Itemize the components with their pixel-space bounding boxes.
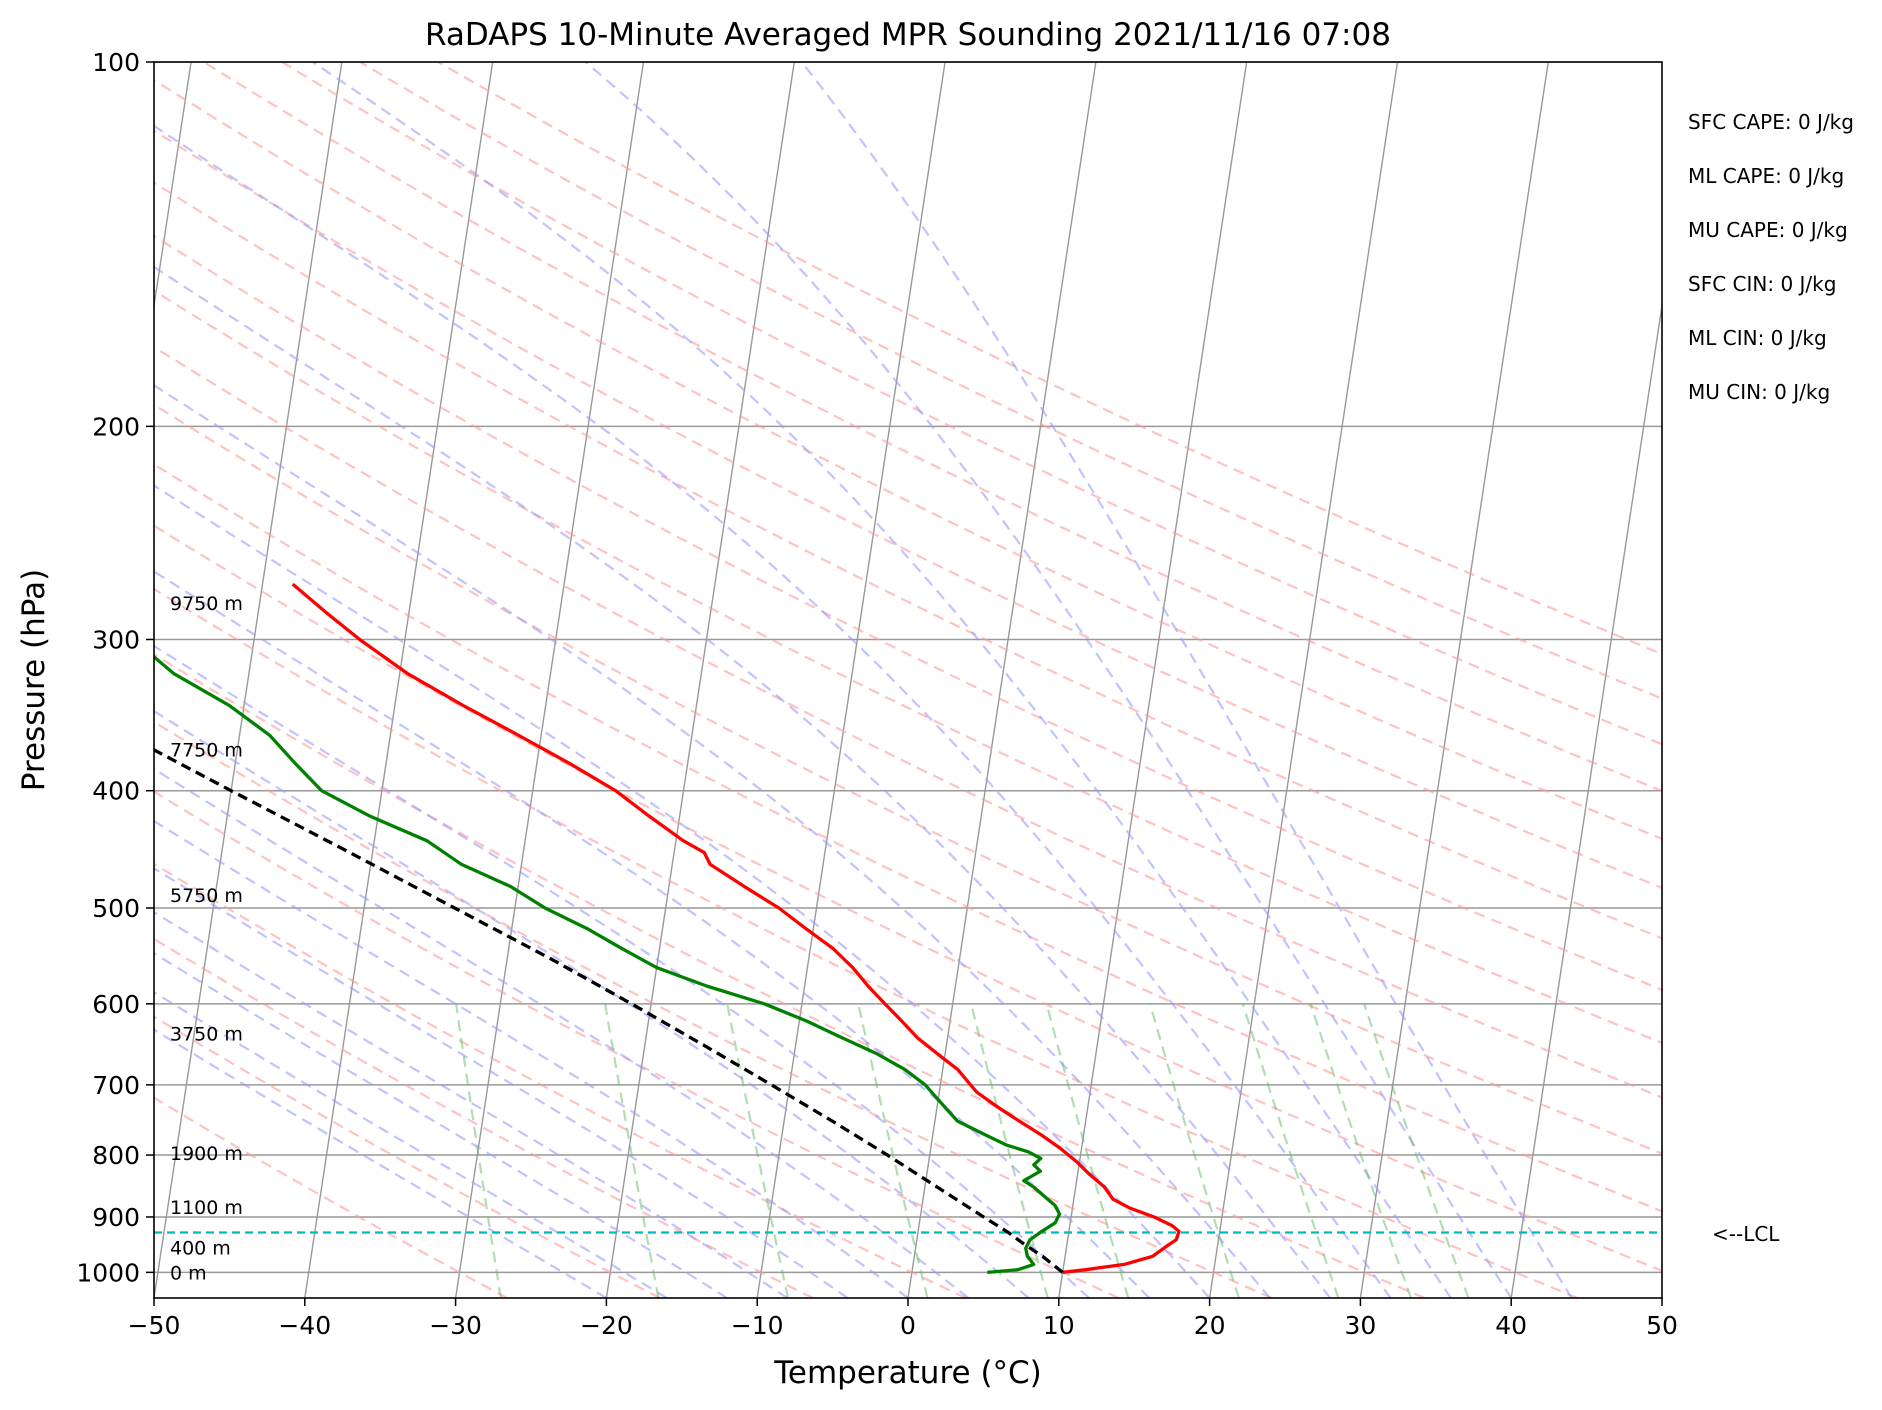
stat-text: SFC CAPE: 0 J/kg [1688, 110, 1854, 134]
dry-adiabat-line [154, 345, 1662, 1099]
mixing-ratio-line [604, 1003, 660, 1298]
lcl-label: <--LCL [1712, 1222, 1780, 1246]
dry-adiabat-line [154, 463, 1662, 1213]
mixing-ratio-line [857, 1003, 929, 1298]
y-tick-label: 700 [92, 1071, 140, 1100]
mixing-ratio-line [1148, 1003, 1240, 1298]
isotherm-line [454, 62, 645, 1298]
x-tick-label: −40 [278, 1311, 331, 1340]
moist-adiabat-line [800, 62, 1573, 1298]
dry-adiabat-line [154, 653, 1426, 1298]
moist-adiabat-line [154, 767, 969, 1298]
height-label: 3750 m [170, 1024, 243, 1046]
isotherm-line [907, 62, 1097, 1298]
moist-adiabat-line [154, 484, 1211, 1298]
x-tick-label: 10 [1043, 1311, 1075, 1340]
mixing-ratio-line [1309, 1003, 1413, 1298]
isotherm-line [605, 62, 795, 1298]
chart-title: RaDAPS 10-Minute Averaged MPR Sounding 2… [425, 17, 1391, 53]
x-tick-label: −50 [128, 1311, 181, 1340]
isotherm-line [1661, 1293, 1662, 1298]
mixing-ratio-line [1045, 1003, 1130, 1298]
height-label: 1900 m [170, 1143, 243, 1165]
dewpoint-line [154, 654, 1062, 1275]
plot-frame [153, 61, 1663, 1299]
height-label: 400 m [170, 1238, 231, 1260]
dry-adiabat-line [154, 129, 1662, 890]
y-tick-label: 800 [92, 1141, 140, 1170]
dry-adiabat-line [437, 62, 1662, 656]
isotherm-line [154, 62, 343, 1298]
isotherm-line [1208, 62, 1399, 1298]
y-tick-label: 300 [92, 625, 140, 654]
height-label: 5750 m [170, 885, 243, 907]
stat-text: MU CIN: 0 J/kg [1688, 380, 1830, 404]
y-tick-label: 1000 [76, 1258, 140, 1287]
dry-adiabat-line [359, 62, 1662, 700]
dry-adiabat-line [154, 289, 1662, 1045]
moist-adiabat-line [584, 62, 1513, 1298]
mixing-ratio-line [970, 1003, 1049, 1298]
y-tick-label: 900 [92, 1203, 140, 1232]
moist-adiabat-line [154, 383, 1271, 1298]
stat-text: ML CIN: 0 J/kg [1688, 326, 1827, 350]
isotherm-line [154, 62, 192, 311]
dry-adiabat-line [154, 1015, 661, 1298]
stat-text: ML CAPE: 0 J/kg [1688, 164, 1844, 188]
moist-adiabat-line [312, 62, 1452, 1298]
x-tick-label: −20 [580, 1311, 633, 1340]
moist-adiabat-line [154, 867, 849, 1298]
stat-text: SFC CIN: 0 J/kg [1688, 272, 1836, 296]
isotherm-line [1510, 301, 1662, 1298]
x-tick-label: 0 [900, 1311, 916, 1340]
stat-text: MU CAPE: 0 J/kg [1688, 218, 1848, 242]
dry-adiabat-line [203, 62, 1662, 793]
dry-adiabat-line [281, 62, 1662, 746]
y-tick-label: 100 [92, 48, 140, 77]
x-tick-label: −10 [731, 1311, 784, 1340]
mixing-ratio-line [455, 1003, 502, 1298]
isotherm-line [1058, 62, 1248, 1298]
dry-adiabat-line [154, 403, 1662, 1155]
isotherm-line [756, 62, 946, 1298]
moist-adiabat-line [154, 709, 1030, 1298]
temperature-line [291, 582, 1181, 1275]
x-tick-label: 50 [1646, 1311, 1678, 1340]
x-tick-label: 20 [1194, 1311, 1226, 1340]
x-axis-label: Temperature (°C) [773, 1355, 1042, 1391]
y-tick-label: 200 [92, 412, 140, 441]
isotherm-line [1359, 62, 1549, 1298]
height-label: 1100 m [170, 1197, 243, 1219]
dry-adiabat-line [154, 862, 967, 1298]
moist-adiabat-line [154, 265, 1332, 1298]
dry-adiabat-line [154, 720, 1273, 1298]
x-tick-label: 40 [1495, 1311, 1527, 1340]
x-tick-label: −30 [429, 1311, 482, 1340]
x-tick-label: 30 [1344, 1311, 1376, 1340]
moist-adiabat-line [154, 910, 789, 1298]
moist-adiabat-line [154, 990, 668, 1298]
moist-adiabat-line [154, 1028, 607, 1298]
dry-adiabat-line [154, 587, 1578, 1298]
mixing-ratio-line [1363, 1003, 1470, 1298]
y-axis-label: Pressure (hPa) [16, 569, 52, 791]
dry-adiabat-line [154, 181, 1662, 940]
height-label: 0 m [170, 1262, 207, 1284]
dry-adiabat-line [154, 790, 1120, 1298]
parcel-line [154, 748, 1064, 1274]
height-label: 9750 m [170, 593, 243, 615]
moist-adiabat-line [154, 819, 909, 1298]
moist-adiabat-line [154, 951, 728, 1298]
mixing-ratio-line [1241, 1003, 1340, 1298]
y-tick-label: 500 [92, 894, 140, 923]
y-tick-label: 600 [92, 990, 140, 1019]
y-tick-label: 400 [92, 777, 140, 806]
dry-adiabat-line [154, 234, 1662, 992]
mixing-ratio-line [726, 1003, 790, 1298]
height-label: 7750 m [170, 740, 243, 762]
isotherm-line [304, 62, 494, 1298]
